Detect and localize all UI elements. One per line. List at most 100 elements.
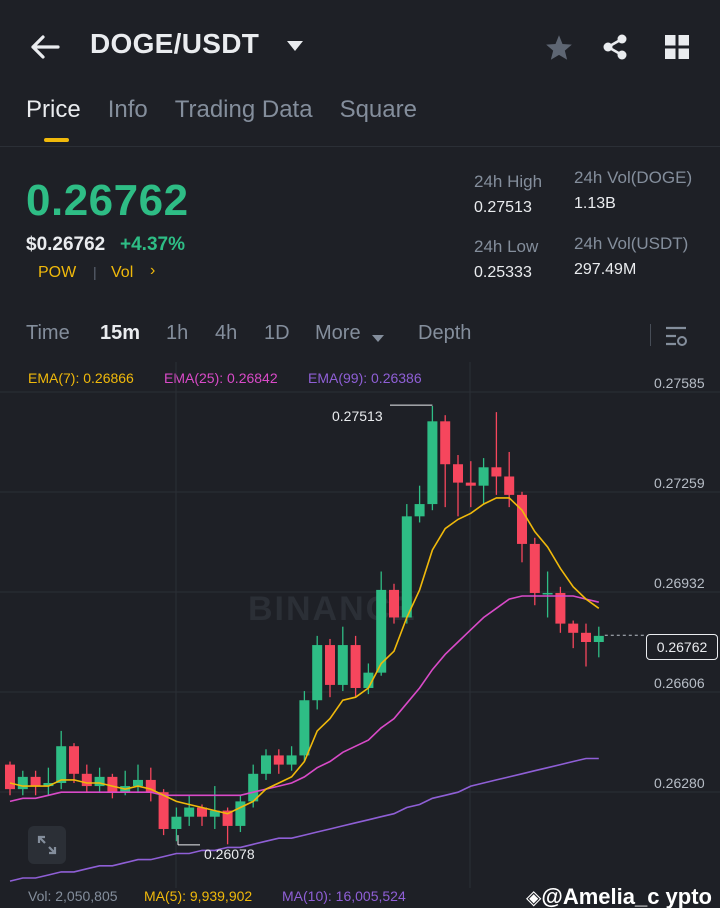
current-price-value: 0.26762 xyxy=(656,639,708,655)
candle-body xyxy=(30,776,41,787)
candle-body xyxy=(235,801,246,826)
candle-body xyxy=(94,776,105,787)
toolbar-divider xyxy=(650,324,651,346)
candle-body xyxy=(43,783,54,787)
ema25-line xyxy=(9,595,599,803)
volume-ma10-label: MA(10): 16,005,524 xyxy=(282,888,406,904)
vol-quote-label: 24h Vol(USDT) xyxy=(574,234,689,253)
candle-body xyxy=(273,755,284,765)
low-label: 24h Low xyxy=(474,237,539,256)
candle-body xyxy=(568,623,579,633)
interval-depth[interactable]: Depth xyxy=(418,322,472,344)
candle-body xyxy=(325,645,335,685)
candle-body xyxy=(453,464,463,483)
star-icon[interactable] xyxy=(544,32,574,62)
candle-body xyxy=(401,516,412,618)
candle-body xyxy=(222,810,233,826)
low-value: 0.25333 xyxy=(474,264,532,281)
interval-1d[interactable]: 1D xyxy=(264,322,290,344)
candle-body xyxy=(427,421,438,505)
candle-body xyxy=(248,773,259,802)
indicator-settings-icon[interactable] xyxy=(662,322,690,350)
candle-body xyxy=(414,504,425,517)
y-tick-label: 0.26606 xyxy=(654,675,705,691)
candle-body xyxy=(145,779,156,793)
active-tab-indicator xyxy=(44,138,69,142)
candle-body xyxy=(504,476,515,495)
usd-price: $0.26762 xyxy=(26,234,106,255)
candle-body xyxy=(299,700,310,756)
ema7-line xyxy=(9,497,600,815)
tab-info[interactable]: Info xyxy=(107,96,148,123)
candlestick-chart[interactable] xyxy=(0,362,720,888)
candle-body xyxy=(184,807,195,817)
candle-body xyxy=(491,467,502,477)
high-annotation: 0.27513 xyxy=(332,408,383,424)
top-bar: DOGE/USDT xyxy=(0,0,720,92)
caret-down-icon[interactable] xyxy=(284,36,306,56)
candle-body xyxy=(17,776,28,790)
candle-body xyxy=(593,635,604,643)
y-tick-label: 0.26932 xyxy=(654,575,705,591)
interval-4h[interactable]: 4h xyxy=(215,322,238,344)
candle-body xyxy=(81,773,92,787)
candle-body xyxy=(478,467,489,486)
candle-body xyxy=(171,816,182,829)
high-label: 24h High xyxy=(474,172,543,191)
fullscreen-expand-icon[interactable] xyxy=(28,826,66,864)
vol-base-value: 1.13B xyxy=(574,195,616,212)
candle-body xyxy=(261,755,271,774)
candle-body xyxy=(312,645,323,701)
price-change: +4.37% xyxy=(120,234,185,255)
divider xyxy=(0,146,720,147)
volume-ma5-label: MA(5): 9,939,902 xyxy=(144,888,253,904)
tab-square[interactable]: Square xyxy=(339,96,417,123)
watermark-handle-text: @Amelia_c ypto xyxy=(541,884,712,908)
tag-pow[interactable]: POW xyxy=(38,264,77,281)
tag-vol[interactable]: Vol xyxy=(111,264,134,281)
chevron-right-icon[interactable]: › xyxy=(150,262,156,279)
volume-label: Vol: 2,050,805 xyxy=(28,888,118,904)
ema7-label: EMA(7): 0.26866 xyxy=(28,370,134,386)
grid-icon[interactable] xyxy=(662,32,692,62)
y-tick-label: 0.27259 xyxy=(654,475,705,491)
share-icon[interactable] xyxy=(600,32,630,62)
candle-body xyxy=(542,592,553,595)
candle-body xyxy=(376,589,387,673)
candle-body xyxy=(440,421,451,465)
interval-1h[interactable]: 1h xyxy=(166,322,189,344)
y-tick-label: 0.26280 xyxy=(654,775,705,791)
candle-body xyxy=(465,482,476,486)
tab-price[interactable]: Price xyxy=(26,96,81,123)
binance-logo-icon: ◈ xyxy=(525,887,542,908)
candle-body xyxy=(517,494,527,544)
candle-body xyxy=(286,755,297,765)
candle-body xyxy=(5,764,15,790)
pair-title[interactable]: DOGE/USDT xyxy=(90,28,260,59)
candle-body xyxy=(389,589,399,618)
high-value: 0.27513 xyxy=(474,199,532,216)
back-arrow-icon[interactable] xyxy=(28,30,62,64)
candle-body xyxy=(337,645,348,685)
candle-body xyxy=(69,746,79,774)
ema25-label: EMA(25): 0.26842 xyxy=(164,370,278,386)
ema99-line xyxy=(9,757,599,882)
candle-body xyxy=(107,776,118,793)
interval-15m[interactable]: 15m xyxy=(100,322,141,344)
candle-body xyxy=(158,792,169,829)
vol-base-label: 24h Vol(DOGE) xyxy=(574,168,693,187)
current-price-tag: 0.26762 xyxy=(646,634,718,660)
tab-trading-data[interactable]: Trading Data xyxy=(174,96,313,123)
low-annotation: 0.26078 xyxy=(204,846,255,862)
candle-body xyxy=(581,632,591,643)
interval-time[interactable]: Time xyxy=(26,322,70,344)
binance-watermark: BINANCE xyxy=(248,590,417,628)
candle-body xyxy=(133,779,143,787)
candle-body xyxy=(350,645,361,688)
candle-body xyxy=(197,807,207,817)
y-tick-label: 0.27585 xyxy=(654,375,705,391)
interval-more[interactable]: More xyxy=(315,322,361,344)
more-caret-icon[interactable] xyxy=(371,330,385,348)
candle-body xyxy=(209,810,220,817)
candle-body xyxy=(363,672,374,688)
